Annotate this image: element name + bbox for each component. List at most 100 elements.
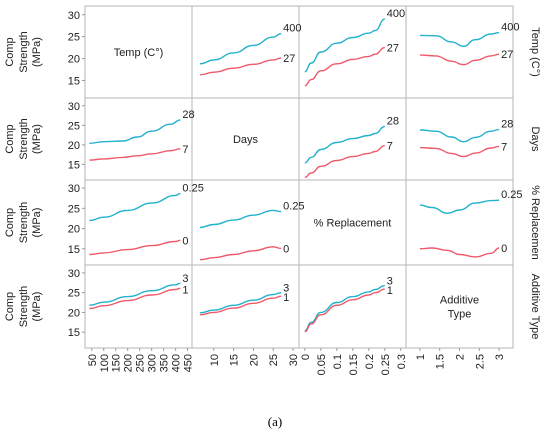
x-tick-label-additive: 3 xyxy=(494,354,506,360)
x-tick-label-additive: 2 xyxy=(455,354,467,360)
series-line-r2-c0-high xyxy=(89,192,181,222)
diagonal-label-days: Days xyxy=(233,134,259,146)
series-line-r1-c0-high xyxy=(89,119,181,144)
x-tick-label-temp: 250 xyxy=(135,354,147,372)
x-tick-label-days: 20 xyxy=(248,354,260,366)
series-end-label: 0.25 xyxy=(501,189,522,201)
x-tick-label-additive: 1.5 xyxy=(435,354,447,369)
series-end-label: 27 xyxy=(501,49,513,61)
series-end-label: 3 xyxy=(283,283,289,295)
right-variable-label-days: Days xyxy=(529,126,541,152)
series-end-label: 1 xyxy=(182,284,188,296)
x-tick-label-temp: 400 xyxy=(171,354,183,372)
figure-caption: (a) xyxy=(267,414,283,429)
series-line-r2-c1-high xyxy=(199,209,282,229)
y-tick-label: 15 xyxy=(68,327,80,339)
y-tick-label: 30 xyxy=(68,10,80,22)
y-tick-label: 30 xyxy=(68,183,80,195)
series-end-label: 28 xyxy=(501,119,513,131)
y-axis-label: (MPa) xyxy=(31,124,43,154)
series-line-r3-c0-low xyxy=(89,287,181,310)
diagonal-label-temp: Temp (C°) xyxy=(114,47,164,59)
series-line-r1-c2-low xyxy=(304,144,385,178)
y-axis-label: Strength xyxy=(18,118,30,160)
x-tick-label-temp: 450 xyxy=(183,354,195,372)
panel-cell-r0-c1 xyxy=(191,5,300,99)
y-tick-label: 25 xyxy=(68,288,80,300)
panel-cell-r3-c3 xyxy=(405,264,514,349)
series-line-r1-c2-high xyxy=(304,125,385,164)
series-end-label: 0 xyxy=(501,243,507,255)
y-tick-label: 15 xyxy=(68,75,80,87)
x-tick-label-days: 15 xyxy=(229,354,241,366)
series-end-label: 7 xyxy=(182,144,188,156)
series-line-r1-c3-high xyxy=(419,128,500,143)
y-axis-label: (MPa) xyxy=(31,292,43,322)
y-tick-label: 20 xyxy=(68,224,80,236)
x-tick-label-replacement: 0 xyxy=(300,354,312,360)
y-tick-label: 25 xyxy=(68,203,80,215)
right-variable-label-additive: Additive Type xyxy=(529,274,541,340)
right-variable-label-replacement: % Replacemen xyxy=(529,185,541,260)
x-tick-label-days: 30 xyxy=(288,354,300,366)
right-variable-label-temp: Temp (C°) xyxy=(529,27,541,77)
y-tick-label: 25 xyxy=(68,120,80,132)
x-tick-label-replacement: 0.2 xyxy=(364,354,376,369)
y-axis-label: (MPa) xyxy=(31,208,43,238)
series-line-r0-c2-low xyxy=(304,46,385,87)
series-end-label: 7 xyxy=(387,141,393,153)
y-tick-label: 20 xyxy=(68,54,80,66)
diagonal-label-replacement: % Replacement xyxy=(314,218,392,230)
panel-cell-r3-c1 xyxy=(191,264,300,349)
series-line-r3-c2-high xyxy=(304,284,385,332)
series-line-r2-c0-low xyxy=(89,239,181,256)
x-tick-label-temp: 50 xyxy=(87,354,99,366)
y-tick-label: 30 xyxy=(68,268,80,280)
y-axis-label: Comp xyxy=(4,124,16,153)
series-end-label: 0 xyxy=(182,235,188,247)
x-tick-label-additive: 1 xyxy=(415,354,427,360)
x-tick-label-additive: 2.5 xyxy=(474,354,486,369)
panel-cell-r2-c0 xyxy=(84,179,193,266)
y-tick-label: 15 xyxy=(68,244,80,256)
x-tick-label-days: 25 xyxy=(268,354,280,366)
series-line-r3-c2-low xyxy=(304,288,385,333)
series-line-r1-c3-low xyxy=(419,145,500,158)
series-end-label: 0.25 xyxy=(283,201,304,213)
panel-cell-r0-c3 xyxy=(405,5,514,99)
x-tick-label-replacement: 0.1 xyxy=(332,354,344,369)
series-line-r2-c3-high xyxy=(419,199,500,214)
series-line-r1-c0-low xyxy=(89,148,181,161)
series-end-label: 400 xyxy=(501,22,519,34)
series-end-label: 28 xyxy=(182,109,194,121)
y-tick-label: 25 xyxy=(68,32,80,44)
series-end-label: 400 xyxy=(387,8,405,20)
series-line-r0-c3-high xyxy=(419,32,500,48)
panel-cell-r2-c3 xyxy=(405,179,514,266)
panel-cell-r1-c3 xyxy=(405,97,514,181)
series-end-label: 27 xyxy=(283,53,295,65)
y-axis-label: Comp xyxy=(4,37,16,66)
x-tick-label-temp: 350 xyxy=(159,354,171,372)
series-end-label: 7 xyxy=(501,141,507,153)
y-tick-label: 20 xyxy=(68,307,80,319)
series-line-r2-c3-low xyxy=(419,247,500,258)
series-end-label: 0.25 xyxy=(182,182,203,194)
series-end-label: 400 xyxy=(283,23,301,35)
x-tick-label-temp: 200 xyxy=(123,354,135,372)
y-axis-label: (MPa) xyxy=(31,37,43,67)
x-tick-label-replacement: 0.25 xyxy=(380,354,392,375)
series-line-r3-c1-high xyxy=(199,292,282,314)
x-tick-label-temp: 150 xyxy=(111,354,123,372)
series-end-label: 0 xyxy=(283,243,289,255)
x-tick-label-replacement: 0.05 xyxy=(316,354,328,375)
y-tick-label: 30 xyxy=(68,101,80,113)
series-line-r0-c2-high xyxy=(304,18,385,73)
diagonal-label-additive: Additive xyxy=(440,295,479,307)
series-line-r2-c1-low xyxy=(199,246,282,261)
diagonal-label-additive: Type xyxy=(448,309,472,321)
series-line-r3-c1-low xyxy=(199,295,282,316)
y-axis-label: Comp xyxy=(4,208,16,237)
